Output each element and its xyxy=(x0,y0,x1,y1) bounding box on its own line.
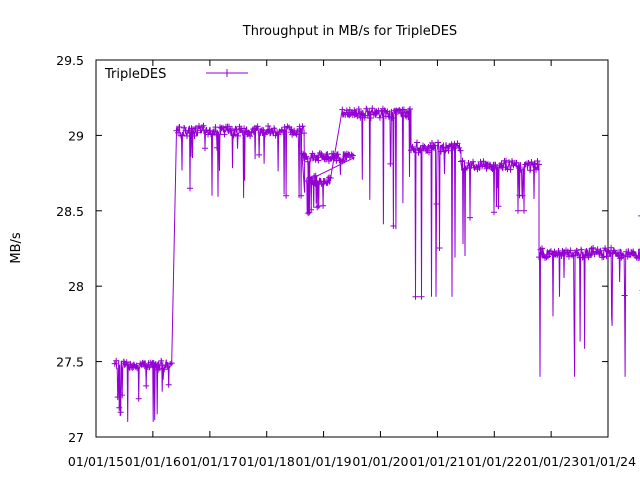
legend-marker-tripledes xyxy=(223,69,231,77)
x-axis-ticks: 01/01/15 01/01/16 01/01/17 01/01/18 01/01/19… xyxy=(68,60,636,469)
series-line-tripledes xyxy=(114,105,640,422)
y-tick-label: 27.5 xyxy=(56,355,84,370)
x-tick-label: 01/01/17 xyxy=(182,454,238,469)
plot-frame xyxy=(95,59,609,438)
y-tick-label: 29.5 xyxy=(56,53,84,68)
chart-title: Throughput in MB/s for TripleDES xyxy=(242,24,457,39)
x-tick-label: 01/01/16 xyxy=(125,454,181,469)
x-tick-label: 01/01/15 xyxy=(68,454,124,469)
legend: TripleDES xyxy=(104,67,248,82)
legend-label-tripledes: TripleDES xyxy=(104,67,166,82)
y-tick-label: 27 xyxy=(68,430,84,445)
y-tick-label: 28 xyxy=(68,279,84,294)
x-tick-label: 01/01/19 xyxy=(296,454,352,469)
y-tick-label: 28.5 xyxy=(56,204,84,219)
y-axis-ticks: 27 27.5 28 28.5 29 29.5 xyxy=(56,53,608,445)
x-tick-label: 01/01/24 xyxy=(580,454,636,469)
series-group xyxy=(111,105,640,422)
series-points-tripledes xyxy=(111,105,640,416)
y-axis-label: MB/s xyxy=(9,232,24,264)
x-tick-label: 01/01/21 xyxy=(409,454,465,469)
x-tick-label: 01/01/18 xyxy=(239,454,295,469)
x-tick-label: 01/01/22 xyxy=(466,454,522,469)
x-tick-label: 01/01/23 xyxy=(523,454,579,469)
y-tick-label: 29 xyxy=(68,128,84,143)
x-tick-label: 01/01/20 xyxy=(352,454,408,469)
